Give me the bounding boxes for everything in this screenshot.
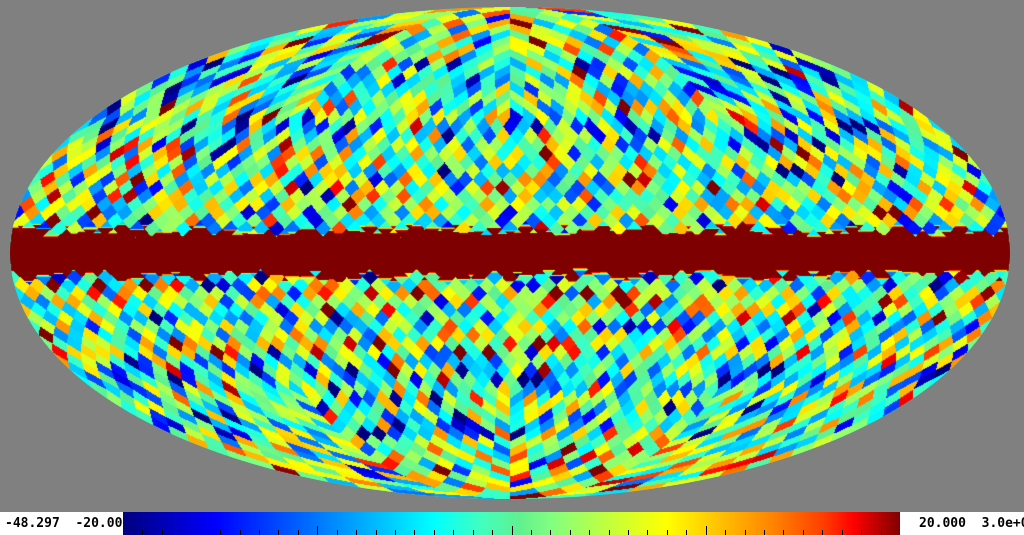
map-area <box>10 7 1010 499</box>
colorbar-data-max-label: 3.0e+02 <box>981 516 1024 531</box>
colorbar-right-labels: 20.000 3.0e+02 <box>919 512 1024 535</box>
colorbar-gradient <box>123 512 900 535</box>
colorbar-data-min-label: -48.297 <box>5 516 60 531</box>
colorbar-left-labels: -48.297 -20.000 <box>5 512 130 535</box>
mollweide-sky-ellipse <box>10 7 1010 499</box>
colorbar: -48.297 -20.000 20.000 3.0e+02 <box>0 512 1024 535</box>
healpix-sky-canvas <box>10 7 1010 499</box>
colorbar-vmax-label: 20.000 <box>919 516 966 531</box>
colorbar-vmin-label: -20.000 <box>75 516 131 531</box>
